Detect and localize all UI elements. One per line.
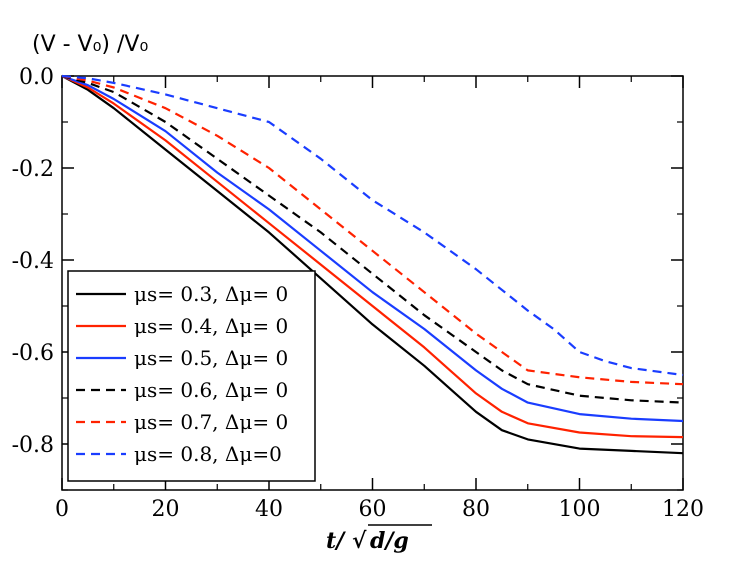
- series-line-0: [61, 75, 684, 455]
- x-tick-label-6: 120: [662, 497, 704, 522]
- y-tick-label-4: -0.8: [12, 433, 54, 458]
- legend-label-3: μs= 0.6, Δμ= 0: [134, 378, 288, 402]
- series-lines: [61, 74, 684, 455]
- series-line-2: [61, 74, 684, 423]
- legend-label-0: μs= 0.3, Δμ= 0: [134, 282, 288, 306]
- legend-label-5: μs= 0.8, Δμ=0: [134, 442, 282, 466]
- x-axis-label: t/ √ d/g: [326, 524, 432, 554]
- legend-label-4: μs= 0.7, Δμ= 0: [134, 410, 288, 434]
- legend-box: [67, 270, 316, 482]
- x-axis-label-radicand: d/g: [370, 528, 409, 554]
- legend-label-1: μs= 0.4, Δμ= 0: [134, 314, 288, 338]
- x-tick-label-5: 100: [559, 497, 601, 522]
- x-tick-label-3: 60: [359, 497, 387, 522]
- x-tick-label-2: 40: [255, 497, 283, 522]
- legend: μs= 0.3, Δμ= 0 μs= 0.4, Δμ= 0 μs= 0.5, Δμ=…: [67, 270, 316, 482]
- x-tick-label-1: 20: [152, 497, 180, 522]
- legend-label-2: μs= 0.5, Δμ= 0: [134, 346, 288, 370]
- y-tick-label-2: -0.4: [12, 249, 54, 274]
- x-axis-label-text: t/: [326, 528, 346, 554]
- series-line-5: [61, 74, 684, 377]
- y-tick-label-1: -0.2: [12, 157, 54, 182]
- x-tick-label-0: 0: [55, 497, 69, 522]
- axis-tick-labels: 0 20 40 60 80 100 120 0.0 -0.2 -0.4 -0.6 -0.8: [12, 65, 704, 522]
- x-tick-label-4: 80: [462, 497, 490, 522]
- series-line-4: [61, 74, 684, 386]
- series-line-1: [61, 74, 684, 439]
- y-axis-label: (V - V₀) /V₀: [32, 32, 148, 57]
- y-tick-label-3: -0.6: [12, 341, 54, 366]
- x-axis-label-radical: √: [352, 528, 367, 554]
- axis-ticks: [61, 75, 684, 491]
- y-tick-label-0: 0.0: [19, 65, 54, 90]
